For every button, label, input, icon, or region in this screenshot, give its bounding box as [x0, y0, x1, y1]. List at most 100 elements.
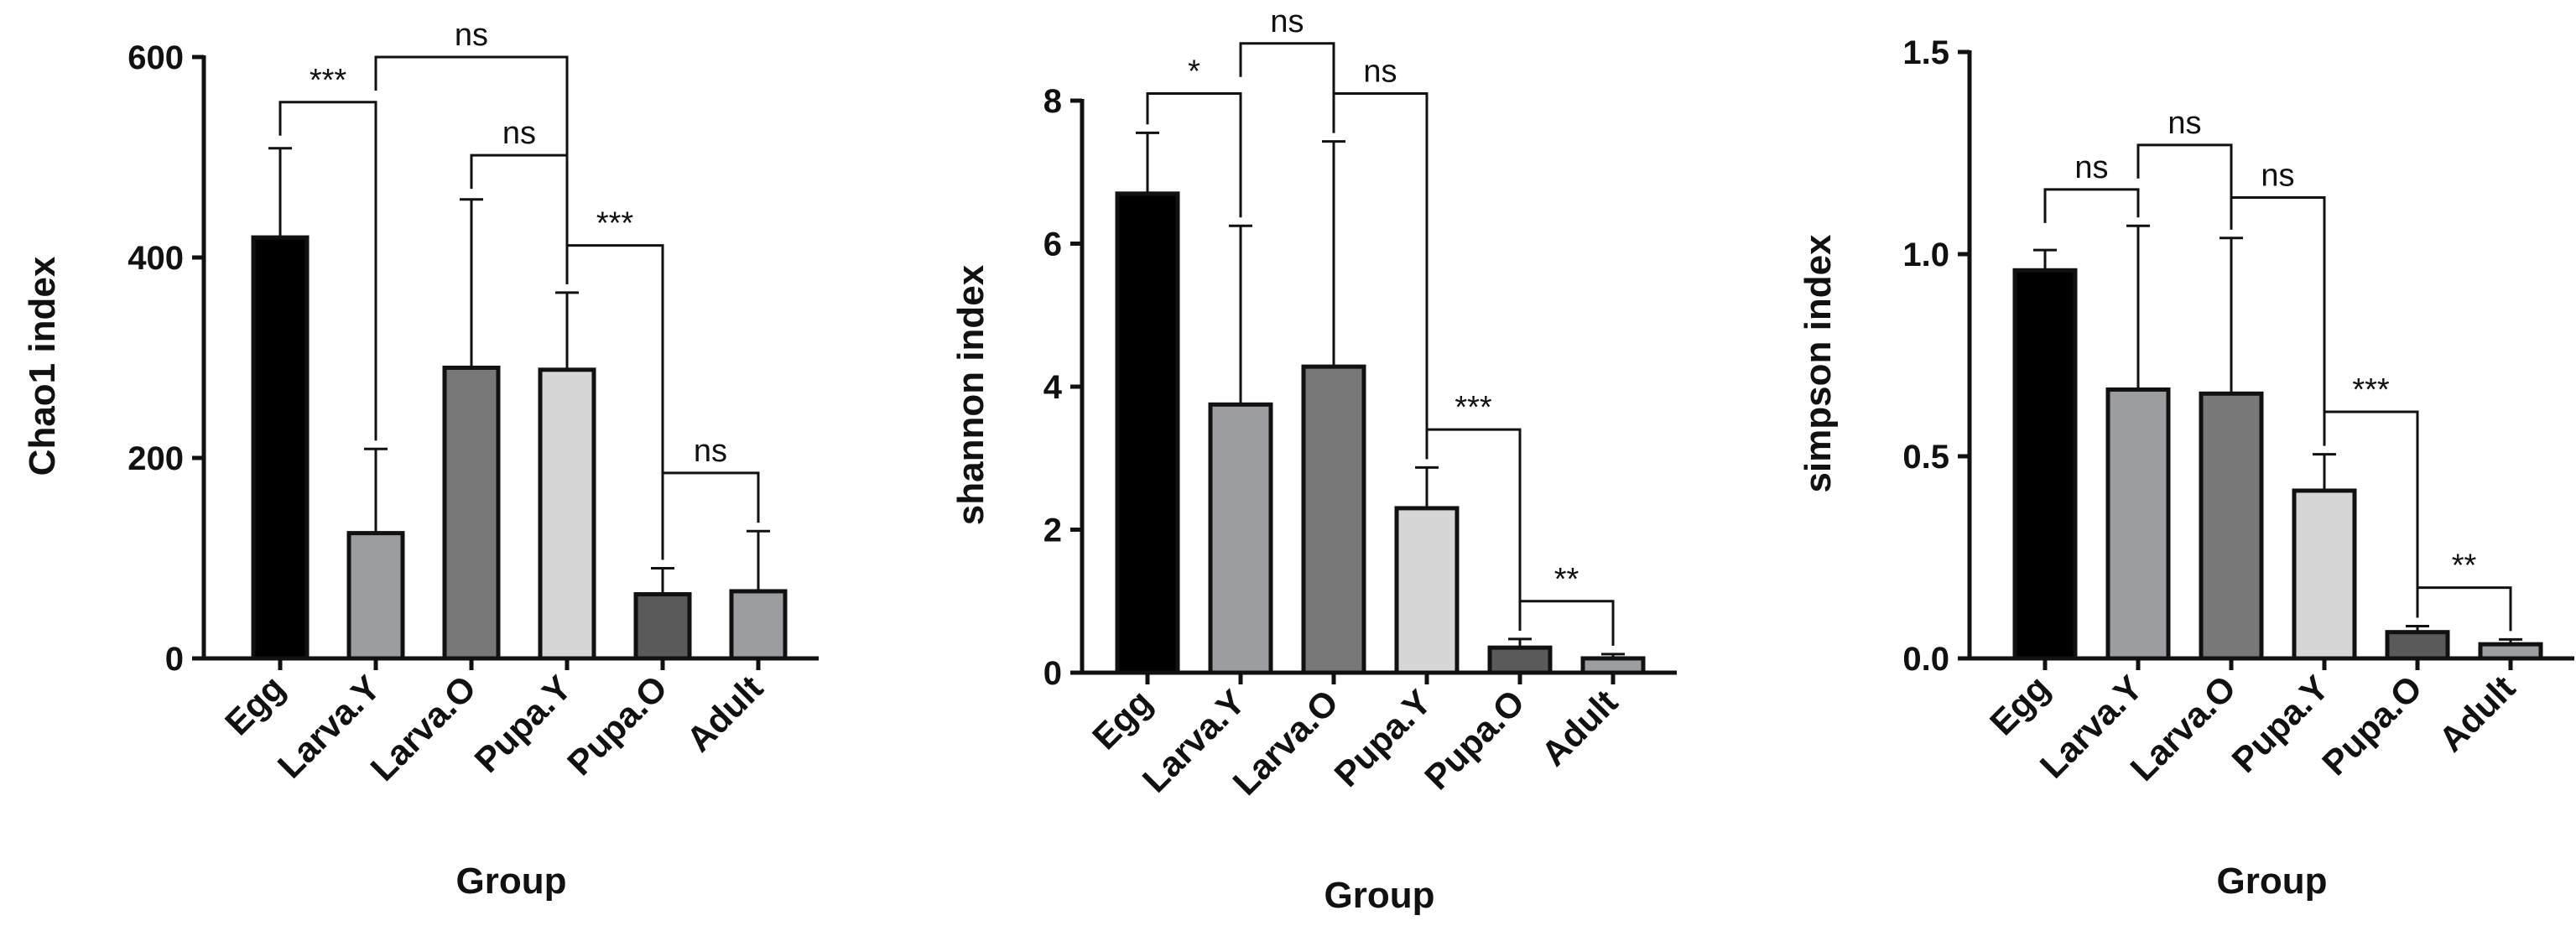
error-bar-pupa-o — [1508, 637, 1532, 648]
bar-pupa-y — [2292, 488, 2357, 661]
bar-larva-o — [2199, 391, 2264, 661]
y-axis-title: Chao1 index — [22, 256, 63, 476]
error-bar-larva-y — [364, 447, 388, 533]
bar-larva-y — [2105, 387, 2171, 661]
significance-bracket: ** — [1518, 562, 1615, 646]
significance-label: ns — [2074, 150, 2108, 185]
significance-label: * — [1188, 54, 1200, 89]
significance-label: ns — [694, 434, 727, 469]
error-bar-adult — [1601, 653, 1625, 658]
y-tick-label: 400 — [127, 240, 184, 277]
bar-pupa-o — [1487, 645, 1553, 675]
x-tick-label: Egg — [1982, 668, 2057, 742]
y-tick-label: 2 — [1043, 512, 1062, 549]
x-tick-label: Pupa.O — [2314, 668, 2429, 783]
bar-adult — [729, 589, 788, 661]
significance-label: ** — [1554, 562, 1579, 597]
error-bar-larva-y — [1229, 224, 1252, 405]
x-tick-label: Pupa.Y — [1326, 682, 1439, 794]
error-bar-pupa-o — [651, 566, 674, 595]
significance-bracket: ns — [470, 116, 569, 284]
significance-bracket: *** — [278, 63, 377, 441]
x-tick-label: Pupa.Y — [466, 668, 579, 780]
x-axis-title: Group — [2217, 861, 2328, 902]
error-bar-pupa-y — [2313, 453, 2336, 491]
x-tick-label: Adult — [2431, 668, 2522, 759]
x-axis-title: Group — [1324, 875, 1435, 916]
significance-bracket: ns — [661, 434, 760, 523]
significance-label: ** — [2452, 549, 2477, 584]
significance-bracket: ** — [2416, 549, 2512, 632]
x-tick-label: Larva.O — [2123, 668, 2244, 788]
bar-pupa-o — [2385, 630, 2450, 661]
significance-bracket: ns — [2230, 159, 2326, 446]
significance-label: *** — [310, 63, 347, 98]
significance-label: ns — [1363, 54, 1397, 89]
x-tick-label: Egg — [1085, 682, 1159, 757]
bar-pupa-o — [633, 592, 692, 661]
significance-label: ns — [502, 116, 536, 151]
x-tick-label: Larva.O — [363, 668, 484, 788]
bar-egg — [251, 235, 310, 661]
significance-label: ns — [2261, 159, 2294, 194]
x-tick-label: Egg — [217, 668, 292, 742]
x-tick-label: Larva.O — [1226, 682, 1346, 803]
x-tick-label: Pupa.O — [1417, 682, 1532, 797]
y-tick-label: 600 — [127, 39, 184, 76]
error-bar-larva-y — [2126, 224, 2150, 390]
x-axis-title: Group — [456, 861, 567, 902]
x-tick-label: Pupa.Y — [2224, 668, 2336, 780]
significance-label: *** — [2352, 372, 2390, 408]
error-bar-egg — [2033, 248, 2057, 271]
y-tick-label: 0.0 — [1902, 641, 1949, 678]
bar-larva-o — [1301, 364, 1366, 675]
y-tick-label: 0.5 — [1902, 439, 1949, 476]
y-tick-label: 1.5 — [1902, 34, 1949, 71]
bar-larva-y — [1208, 402, 1273, 675]
y-axis-title: simpson index — [1798, 234, 1839, 493]
y-tick-label: 0 — [1043, 655, 1062, 692]
x-tick-label: Pupa.O — [559, 668, 674, 783]
x-tick-label: Adult — [679, 668, 770, 759]
y-tick-label: 8 — [1043, 83, 1062, 120]
bar-egg — [2012, 268, 2078, 661]
bar-egg — [1115, 191, 1180, 675]
significance-label: *** — [1455, 390, 1492, 425]
significance-bracket: *** — [2323, 372, 2419, 618]
bar-larva-y — [346, 531, 405, 661]
significance-label: ns — [2167, 106, 2201, 141]
error-bar-larva-o — [2220, 237, 2243, 394]
significance-label: ns — [1270, 4, 1304, 39]
error-bar-pupa-o — [2406, 624, 2429, 632]
significance-bracket: ns — [2043, 150, 2140, 223]
bar-pupa-y — [538, 367, 596, 661]
y-axis-title: shannon index — [950, 264, 991, 525]
significance-bracket: ns — [1332, 54, 1429, 460]
bar-larva-o — [442, 365, 501, 661]
chart-panel-3: 0.00.51.01.5EggLarva.YLarva.OPupa.YPupa.… — [1798, 34, 2574, 902]
y-tick-label: 200 — [127, 440, 184, 477]
error-bar-larva-o — [460, 198, 483, 368]
bar-adult — [1580, 656, 1646, 675]
significance-bracket: ns — [1239, 4, 1335, 133]
error-bar-egg — [268, 147, 292, 238]
bar-pupa-y — [1394, 506, 1460, 675]
error-bar-egg — [1136, 131, 1159, 194]
y-tick-label: 4 — [1043, 369, 1063, 406]
significance-bracket: *** — [1425, 390, 1522, 631]
error-bar-pupa-y — [555, 291, 579, 370]
x-tick-label: Adult — [1533, 682, 1625, 773]
y-tick-label: 0 — [165, 641, 184, 678]
significance-bracket: ns — [374, 18, 569, 284]
significance-bracket: ns — [2136, 106, 2233, 230]
significance-bracket: *** — [565, 206, 664, 560]
error-bar-adult — [747, 529, 770, 591]
significance-bracket: * — [1146, 54, 1242, 218]
error-bar-adult — [2499, 637, 2522, 645]
bar-adult — [2478, 642, 2543, 661]
error-bar-larva-o — [1322, 140, 1345, 367]
error-bar-pupa-y — [1415, 466, 1439, 508]
